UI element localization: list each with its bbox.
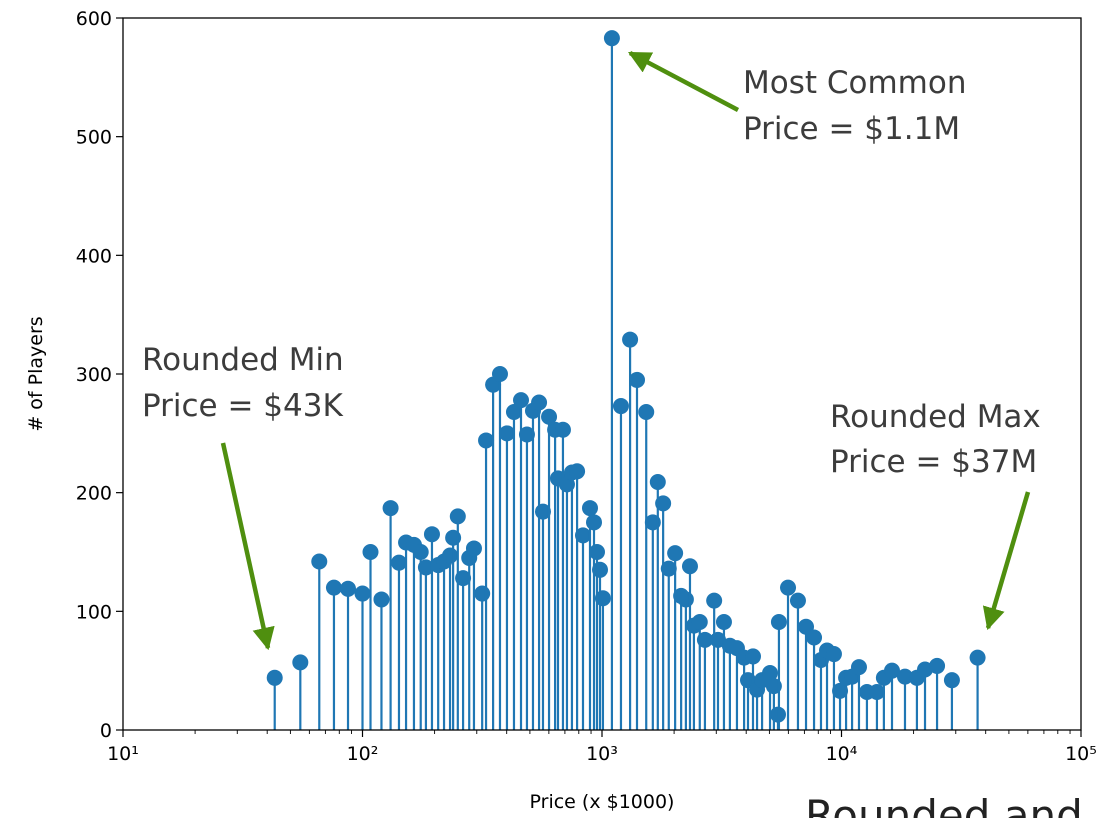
y-tick-label: 300 xyxy=(76,364,112,386)
stem-marker xyxy=(534,503,551,520)
stem-marker xyxy=(929,657,946,674)
plot-area xyxy=(266,30,986,730)
annotation: Rounded Min xyxy=(142,342,344,378)
stem-marker xyxy=(806,629,823,646)
y-axis-label: # of Players xyxy=(25,316,47,431)
stem-marker xyxy=(780,579,797,596)
y-tick-label: 500 xyxy=(76,127,112,149)
stem-marker xyxy=(770,614,787,631)
stem-marker xyxy=(825,646,842,663)
stem-marker xyxy=(513,392,530,409)
x-tick-label: 10² xyxy=(347,743,379,765)
stem-marker xyxy=(569,463,586,480)
stem-marker xyxy=(660,560,677,577)
stem-marker xyxy=(474,585,491,602)
stem-marker xyxy=(574,527,591,544)
stem-marker xyxy=(581,500,598,517)
stem-marker xyxy=(455,570,472,587)
stem-marker xyxy=(586,514,603,531)
stem-marker xyxy=(505,403,522,420)
stem-marker xyxy=(390,554,407,571)
stem-marker xyxy=(266,669,283,686)
annotation: Price = $37M xyxy=(830,444,1037,480)
stem-marker xyxy=(638,403,655,420)
y-tick-label: 400 xyxy=(76,245,112,267)
y-tick-label: 100 xyxy=(76,601,112,623)
y-tick-label: 600 xyxy=(76,8,112,30)
stem-marker xyxy=(883,662,900,679)
stem-marker xyxy=(554,421,571,438)
stem-marker xyxy=(518,426,535,443)
stem-marker xyxy=(896,668,913,685)
stem-marker xyxy=(292,654,309,671)
stem-marker xyxy=(382,500,399,517)
x-tick-label: 10⁴ xyxy=(826,743,858,765)
stem-marker xyxy=(667,545,684,562)
stem-marker xyxy=(612,398,629,415)
x-tick-label: 10⁵ xyxy=(1065,743,1097,765)
arrow xyxy=(982,491,1031,631)
x-tick-label: 10³ xyxy=(586,743,618,765)
stem-marker xyxy=(354,585,371,602)
annotation: Price = $43K xyxy=(142,388,343,424)
stem-marker xyxy=(943,672,960,689)
stem-marker xyxy=(622,331,639,348)
stem-marker xyxy=(655,495,672,512)
x-tick-label: 10¹ xyxy=(107,743,139,765)
stem-marker xyxy=(325,579,342,596)
stem-marker xyxy=(588,544,605,560)
stem-marker xyxy=(969,649,986,666)
x-axis-label: Price (x $1000) xyxy=(530,791,675,813)
stem-marker xyxy=(498,425,515,442)
stem-marker xyxy=(649,473,666,490)
stem-marker xyxy=(531,394,548,411)
stem-marker xyxy=(715,614,732,631)
stem-marker xyxy=(744,648,761,665)
annotation: Price = $1.1M xyxy=(743,111,960,147)
stem-marker xyxy=(603,30,620,47)
stem-marker xyxy=(449,508,466,525)
annotation: Rounded Max xyxy=(830,399,1041,435)
arrow xyxy=(628,51,740,112)
arrow xyxy=(220,442,275,651)
y-tick-label: 0 xyxy=(100,720,112,742)
stem-marker xyxy=(417,559,434,576)
stem-marker xyxy=(696,631,713,648)
stem-marker xyxy=(362,544,379,560)
stem-marker xyxy=(868,684,885,701)
stem-marker xyxy=(594,590,611,607)
footer-text: Rounded and xyxy=(805,791,1083,818)
stem-marker xyxy=(709,631,726,648)
stem-marker xyxy=(423,526,440,543)
annotation: Most Common xyxy=(743,65,967,101)
stem-marker xyxy=(465,540,482,557)
stem-marker xyxy=(592,561,609,578)
stem-marker xyxy=(442,547,459,564)
stem-marker xyxy=(706,592,723,609)
stem-marker xyxy=(681,558,698,575)
stem-marker xyxy=(762,665,779,682)
stem-marker xyxy=(832,682,849,699)
stem-marker xyxy=(491,366,508,382)
stem-marker xyxy=(478,432,495,449)
stem-marker xyxy=(628,371,645,388)
stem-marker xyxy=(311,553,328,570)
stem-marker xyxy=(677,591,694,608)
stem-marker xyxy=(691,614,708,631)
y-tick-label: 200 xyxy=(76,483,112,505)
stem-marker xyxy=(850,659,867,676)
stem-marker xyxy=(340,580,357,597)
stem-marker xyxy=(541,408,558,425)
stem-marker xyxy=(412,544,429,560)
stem-marker xyxy=(789,592,806,609)
stem-marker xyxy=(373,591,390,608)
stem-marker xyxy=(917,661,934,678)
